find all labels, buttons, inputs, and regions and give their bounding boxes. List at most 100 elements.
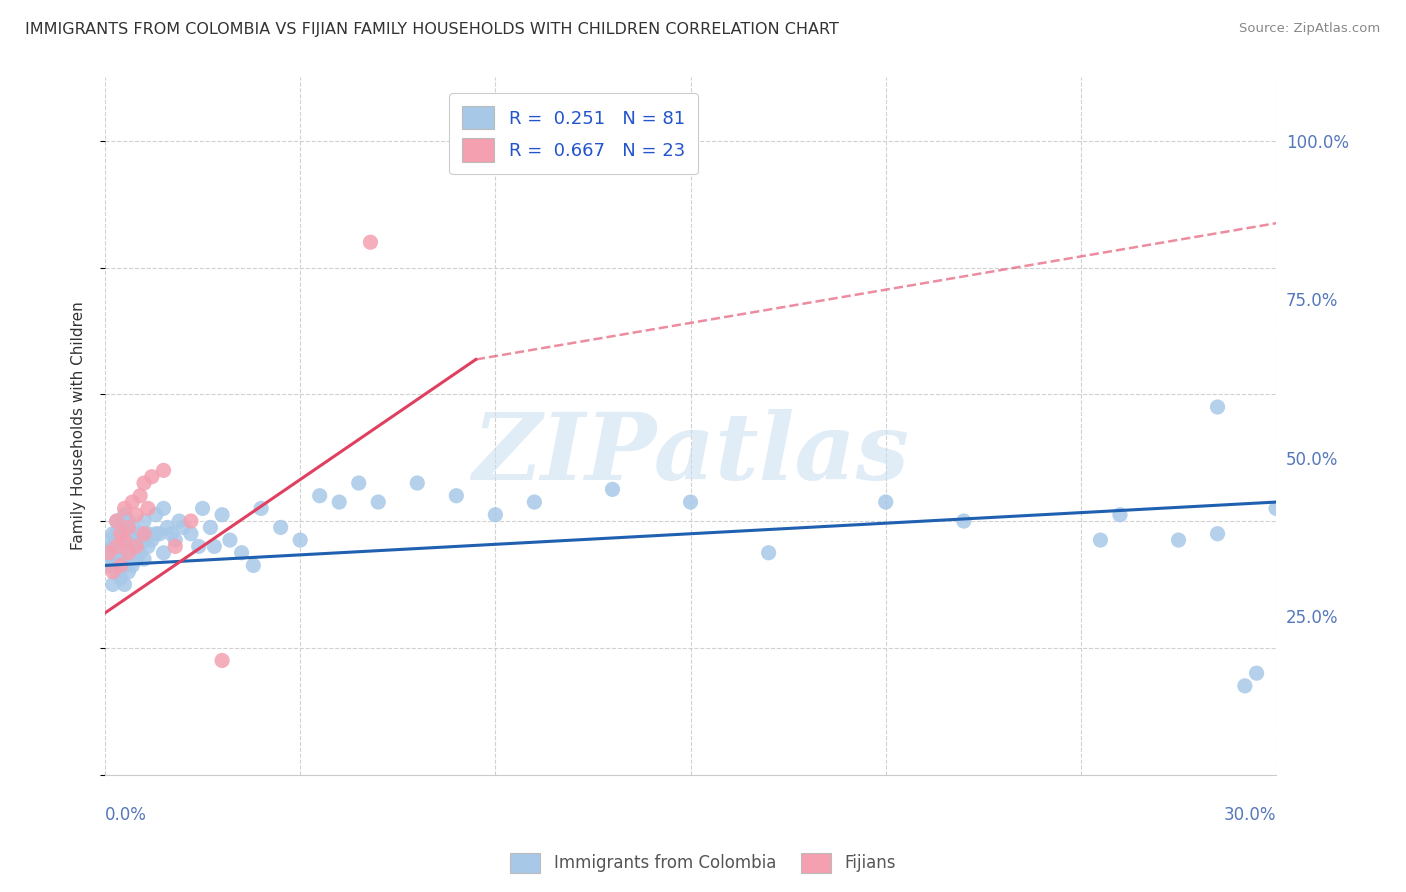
Point xyxy=(679,495,702,509)
Point xyxy=(125,540,148,554)
Point xyxy=(145,508,167,522)
Point xyxy=(328,495,350,509)
Point xyxy=(211,508,233,522)
Point xyxy=(125,552,148,566)
Point xyxy=(152,546,174,560)
Point xyxy=(359,235,381,250)
Point xyxy=(1206,526,1229,541)
Point xyxy=(110,526,132,541)
Point xyxy=(165,533,187,547)
Point xyxy=(97,558,120,573)
Point xyxy=(136,526,159,541)
Point xyxy=(121,520,143,534)
Point xyxy=(105,565,128,579)
Point xyxy=(117,546,139,560)
Point xyxy=(165,540,187,554)
Point xyxy=(114,533,136,547)
Point xyxy=(484,508,506,522)
Point xyxy=(114,558,136,573)
Point xyxy=(1206,400,1229,414)
Point xyxy=(202,540,225,554)
Point xyxy=(160,526,183,541)
Point xyxy=(110,533,132,547)
Text: IMMIGRANTS FROM COLOMBIA VS FIJIAN FAMILY HOUSEHOLDS WITH CHILDREN CORRELATION C: IMMIGRANTS FROM COLOMBIA VS FIJIAN FAMIL… xyxy=(25,22,839,37)
Point xyxy=(117,514,139,528)
Point xyxy=(758,546,780,560)
Point xyxy=(105,540,128,554)
Point xyxy=(132,526,155,541)
Point xyxy=(136,540,159,554)
Text: ZIPatlas: ZIPatlas xyxy=(472,409,910,499)
Point xyxy=(152,501,174,516)
Point xyxy=(191,501,214,516)
Text: 0.0%: 0.0% xyxy=(105,806,146,824)
Point xyxy=(101,526,124,541)
Point xyxy=(114,508,136,522)
Point xyxy=(101,565,124,579)
Point xyxy=(1167,533,1189,547)
Point xyxy=(145,526,167,541)
Point xyxy=(200,520,222,534)
Point xyxy=(101,558,124,573)
Point xyxy=(219,533,242,547)
Point xyxy=(105,514,128,528)
Point xyxy=(97,533,120,547)
Point xyxy=(114,540,136,554)
Point xyxy=(117,565,139,579)
Point xyxy=(132,533,155,547)
Legend: R =  0.251   N = 81, R =  0.667   N = 23: R = 0.251 N = 81, R = 0.667 N = 23 xyxy=(449,94,697,174)
Text: Source: ZipAtlas.com: Source: ZipAtlas.com xyxy=(1240,22,1381,36)
Point xyxy=(187,540,209,554)
Point xyxy=(446,489,468,503)
Y-axis label: Family Households with Children: Family Households with Children xyxy=(72,301,86,550)
Point xyxy=(129,489,152,503)
Point xyxy=(105,540,128,554)
Point xyxy=(110,558,132,573)
Point xyxy=(1090,533,1112,547)
Point xyxy=(114,577,136,591)
Point xyxy=(875,495,897,509)
Point xyxy=(117,546,139,560)
Point xyxy=(347,476,370,491)
Point xyxy=(156,520,179,534)
Point xyxy=(121,495,143,509)
Point xyxy=(132,552,155,566)
Point xyxy=(141,533,163,547)
Point xyxy=(242,558,264,573)
Point xyxy=(180,526,202,541)
Point xyxy=(149,526,172,541)
Point xyxy=(1233,679,1256,693)
Point xyxy=(1109,508,1132,522)
Point xyxy=(180,514,202,528)
Point xyxy=(211,653,233,667)
Point xyxy=(523,495,546,509)
Point xyxy=(121,540,143,554)
Point xyxy=(105,552,128,566)
Point xyxy=(101,540,124,554)
Point xyxy=(125,533,148,547)
Point xyxy=(117,520,139,534)
Point xyxy=(117,526,139,541)
Point xyxy=(132,476,155,491)
Point xyxy=(110,552,132,566)
Text: 30.0%: 30.0% xyxy=(1223,806,1277,824)
Point xyxy=(105,526,128,541)
Point xyxy=(125,508,148,522)
Point xyxy=(105,514,128,528)
Point xyxy=(952,514,974,528)
Point xyxy=(1246,666,1268,681)
Point xyxy=(288,533,311,547)
Point xyxy=(97,546,120,560)
Point xyxy=(602,483,624,497)
Point xyxy=(97,546,120,560)
Point xyxy=(121,558,143,573)
Point xyxy=(110,520,132,534)
Point xyxy=(250,501,273,516)
Point xyxy=(152,463,174,477)
Point xyxy=(172,520,194,534)
Point xyxy=(167,514,190,528)
Point xyxy=(132,514,155,528)
Point xyxy=(129,526,152,541)
Point xyxy=(129,546,152,560)
Point xyxy=(101,577,124,591)
